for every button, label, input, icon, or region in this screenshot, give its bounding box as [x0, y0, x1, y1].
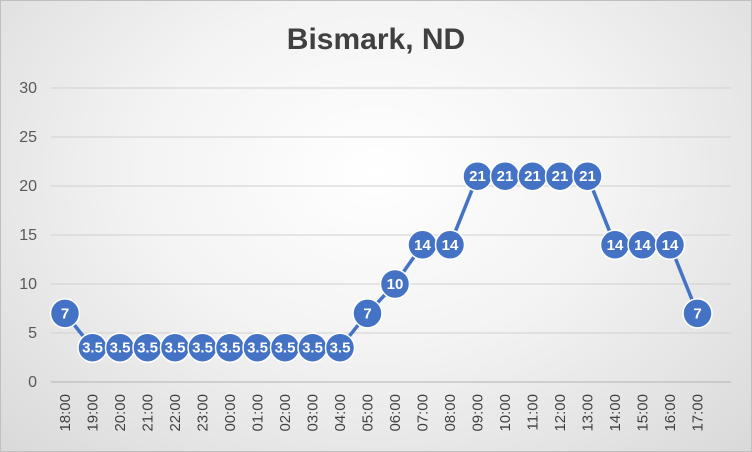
data-label: 3.5: [247, 340, 268, 357]
x-tick-label: 03:00: [305, 394, 322, 432]
x-tick-label: 04:00: [332, 394, 349, 432]
x-axis-ticks: 18:00 19:00 20:00 21:00 22:00 23:00 00:00 01:00…: [57, 394, 707, 432]
data-label: 3.5: [110, 340, 131, 357]
data-label: 7: [61, 305, 69, 322]
data-label: 21: [524, 168, 541, 185]
y-tick-label: 30: [19, 80, 37, 97]
x-tick-label: 23:00: [195, 394, 212, 432]
data-label: 21: [497, 168, 514, 185]
x-tick-label: 22:00: [167, 394, 184, 432]
x-tick-label: 08:00: [442, 394, 459, 432]
data-label: 3.5: [330, 340, 351, 357]
data-label: 14: [662, 237, 679, 254]
data-point: [654, 229, 686, 261]
data-label: 7: [693, 305, 701, 322]
y-tick-label: 5: [28, 325, 37, 342]
x-tick-label: 09:00: [470, 394, 487, 432]
data-label: 3.5: [165, 340, 186, 357]
data-point: [352, 298, 383, 329]
series-line-path: [63, 174, 700, 350]
x-tick-label: 16:00: [662, 394, 679, 432]
x-tick-label: 19:00: [85, 394, 102, 432]
data-label: 21: [552, 168, 569, 185]
x-tick-label: 13:00: [580, 394, 597, 432]
data-label: 3.5: [302, 340, 323, 357]
data-point: [572, 160, 603, 192]
data-point: [682, 298, 713, 329]
data-label: 3.5: [220, 340, 241, 357]
y-axis-ticks: 0 5 10 15 20 25 30: [19, 80, 37, 391]
y-tick-label: 20: [19, 178, 37, 195]
x-tick-label: 00:00: [222, 394, 239, 432]
x-tick-label: 05:00: [360, 394, 377, 432]
x-tick-label: 21:00: [140, 394, 157, 432]
data-point: [434, 229, 466, 261]
x-tick-label: 15:00: [635, 394, 652, 432]
series-points: 7 3.5 3.5 3.5 3.5 3.5 3.5 3.5 3.5 3.5 3.5 7 10 14 14 21…: [49, 160, 713, 363]
x-tick-label: 14:00: [607, 394, 624, 432]
x-tick-label: 20:00: [112, 394, 129, 432]
x-tick-label: 01:00: [250, 394, 267, 432]
series-line: [63, 174, 700, 350]
y-tick-label: 0: [28, 374, 37, 391]
data-label: 3.5: [275, 340, 296, 357]
data-label: 7: [363, 305, 371, 322]
y-tick-label: 15: [19, 227, 37, 244]
data-label: 10: [387, 276, 404, 293]
x-tick-label: 12:00: [552, 394, 569, 432]
chart-title: Bismark, ND: [286, 23, 466, 56]
x-tick-label: 18:00: [57, 394, 74, 432]
data-label: 14: [414, 237, 431, 254]
x-tick-label: 06:00: [387, 394, 404, 432]
data-label: 14: [607, 237, 624, 254]
data-label: 14: [442, 237, 459, 254]
data-point: [49, 298, 81, 329]
x-tick-label: 10:00: [497, 394, 514, 432]
x-tick-label: 11:00: [525, 394, 542, 430]
data-label: 21: [469, 168, 486, 185]
x-tick-label: 17:00: [690, 394, 707, 432]
data-label: 14: [634, 237, 651, 254]
data-point: [324, 332, 356, 363]
data-label: 3.5: [192, 340, 213, 357]
data-point: [379, 268, 411, 300]
data-label: 3.5: [82, 340, 103, 357]
y-tick-label: 25: [19, 129, 37, 146]
x-tick-label: 07:00: [415, 394, 432, 432]
data-label: 3.5: [137, 340, 158, 357]
x-tick-label: 02:00: [277, 394, 294, 432]
y-tick-label: 10: [19, 276, 37, 293]
data-label: 21: [579, 168, 596, 185]
